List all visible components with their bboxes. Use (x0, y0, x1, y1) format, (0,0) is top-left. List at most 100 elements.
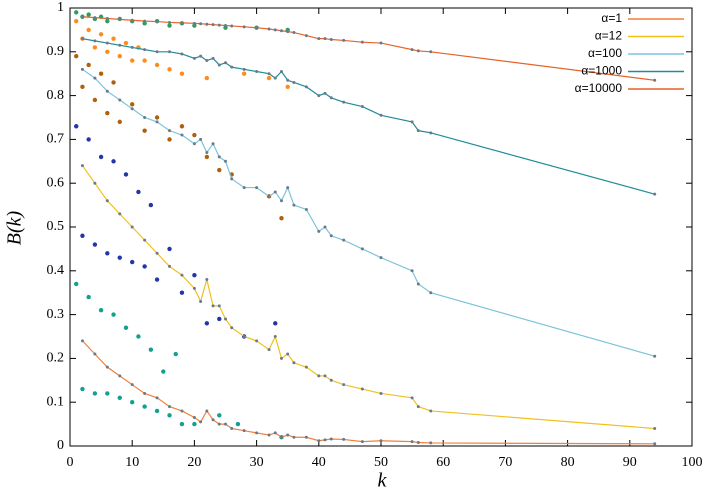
line-point (255, 186, 259, 190)
scatter-point (192, 421, 197, 427)
line-point (130, 383, 134, 387)
line-point (93, 16, 97, 20)
line-point (410, 440, 414, 444)
line-point (416, 405, 420, 409)
scatter-point (80, 84, 85, 90)
legend-label: α=100 (588, 46, 622, 60)
line-point (105, 365, 109, 369)
line-point (360, 40, 364, 44)
scatter-point (74, 281, 79, 287)
scatter-point (130, 400, 135, 405)
scatter-point (167, 23, 172, 28)
x-tick-label: 60 (436, 455, 450, 470)
line-point (217, 304, 221, 308)
line-point (205, 409, 209, 413)
legend-label: α=12 (595, 29, 623, 43)
line-point (205, 22, 209, 26)
line-point (416, 49, 420, 53)
line-point (279, 356, 283, 360)
line-point (360, 247, 364, 251)
line-point (410, 48, 414, 52)
line-point (429, 441, 433, 445)
line-point (286, 433, 290, 437)
scatter-point (98, 308, 104, 313)
scatter-point (74, 53, 79, 59)
line-point (317, 229, 321, 233)
line-point (80, 15, 84, 19)
scatter-point (179, 290, 185, 295)
scatter-point (117, 395, 122, 401)
line-point (180, 133, 184, 137)
line-point (155, 120, 159, 124)
scatter-point (105, 251, 110, 256)
line-point (379, 113, 383, 117)
line-point (105, 17, 109, 21)
line-point (242, 335, 246, 338)
line-point (80, 37, 84, 41)
y-tick-label: 0.5 (47, 219, 65, 234)
line-point (211, 304, 215, 308)
line-point (118, 98, 122, 102)
line-point (267, 348, 271, 352)
scatter-point (204, 154, 210, 160)
series-line (82, 68, 655, 357)
scatter-point (266, 75, 272, 81)
line-point (304, 34, 308, 38)
line-point (211, 418, 215, 422)
y-tick-label: 1 (57, 0, 64, 15)
scatter-point (142, 128, 147, 133)
scatter-point (179, 71, 185, 76)
y-tick-label: 0 (57, 438, 64, 453)
line-point (199, 420, 203, 424)
scatter-point (154, 62, 160, 68)
line-point (273, 335, 277, 338)
scatter-point (111, 312, 116, 317)
scatter-point (154, 277, 160, 282)
scatter-point (98, 71, 104, 76)
line-point (230, 177, 234, 181)
y-tick-label: 0.1 (47, 394, 65, 409)
line-point (192, 286, 196, 290)
line-point (304, 207, 308, 211)
scatter-point (92, 45, 98, 50)
line-point (217, 63, 221, 67)
y-tick-label: 0.2 (47, 351, 65, 366)
scatter-point (130, 102, 135, 107)
scatter-point (86, 62, 91, 68)
line-point (143, 19, 147, 23)
line-point (323, 438, 327, 442)
line-point (130, 225, 134, 229)
x-tick-label: 50 (374, 455, 388, 470)
line-point (410, 396, 414, 400)
line-point (155, 50, 159, 54)
line-point (118, 43, 122, 47)
line-point (80, 164, 84, 168)
line-point (168, 129, 172, 133)
series-line (82, 16, 655, 81)
line-point (653, 192, 657, 196)
scatter-point (192, 272, 197, 278)
line-point (211, 23, 215, 27)
line-point (242, 186, 246, 190)
scatter-point (98, 32, 104, 37)
scatter-point (223, 25, 228, 30)
scatter-point (192, 23, 197, 28)
line-point (211, 142, 215, 146)
scatter-point (142, 21, 147, 26)
line-point (410, 269, 414, 273)
line-point (379, 256, 383, 260)
scatter-point (148, 202, 154, 208)
line-point (230, 326, 234, 330)
line-point (230, 65, 234, 69)
line-point (118, 212, 122, 216)
scatter-point (74, 124, 79, 129)
x-tick-label: 40 (312, 455, 326, 470)
line-point (416, 282, 420, 286)
line-point (323, 374, 327, 378)
scatter-point (111, 36, 116, 41)
line-point (286, 30, 290, 34)
line-point (224, 24, 227, 28)
line-point (143, 238, 147, 242)
legend-label: α=1 (601, 11, 622, 25)
line-point (342, 437, 346, 441)
